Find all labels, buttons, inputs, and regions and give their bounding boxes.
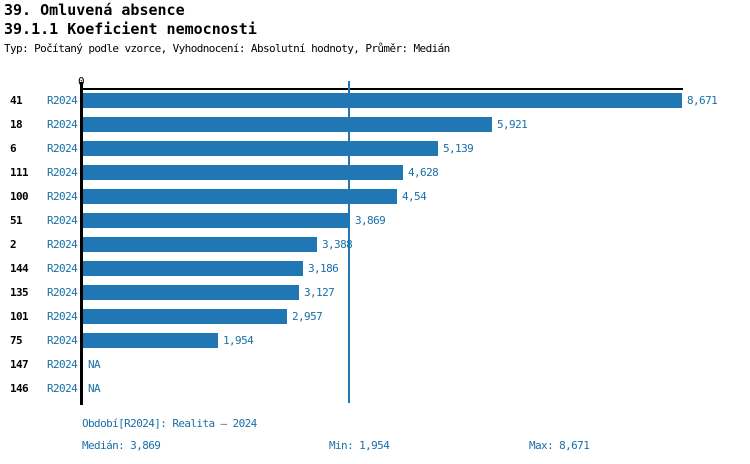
median-line [348, 81, 350, 403]
row-series-label: R2024 [47, 334, 78, 347]
value-na-label: NA [88, 358, 101, 371]
footer-min: Min: 1,954 [329, 439, 390, 452]
footer-period: Období[R2024]: Realita – 2024 [82, 417, 257, 430]
row-series-label: R2024 [47, 382, 78, 395]
row-category-label: 6 [10, 142, 17, 155]
row-series-label: R2024 [47, 214, 78, 227]
chart-row: 6 R2024 5,139 [0, 141, 750, 156]
row-category-label: 2 [10, 238, 17, 251]
value-label: 2,957 [292, 310, 323, 323]
value-label: 3,388 [322, 238, 353, 251]
chart-row: 101 R2024 2,957 [0, 309, 750, 324]
row-series-label: R2024 [47, 358, 78, 371]
chart-row: 147 R2024 NA [0, 357, 750, 372]
value-label: 5,921 [497, 118, 528, 131]
value-bar [83, 309, 287, 324]
value-bar [83, 285, 299, 300]
row-category-label: 100 [10, 190, 29, 203]
chart-row: 111 R2024 4,628 [0, 165, 750, 180]
chart-rows: 41 R2024 8,671 18 R2024 5,921 6 R2024 5,139 111 R2… [0, 93, 750, 405]
x-axis-line [80, 88, 683, 90]
row-series-label: R2024 [47, 142, 78, 155]
row-series-label: R2024 [47, 262, 78, 275]
value-label: 3,127 [304, 286, 335, 299]
value-bar [83, 213, 350, 228]
value-label: 5,139 [443, 142, 474, 155]
value-bar [83, 261, 303, 276]
value-bar [83, 141, 438, 156]
value-label: 3,186 [308, 262, 339, 275]
chart-row: 144 R2024 3,186 [0, 261, 750, 276]
x-axis-zero-label: 0 [74, 75, 88, 88]
row-category-label: 144 [10, 262, 29, 275]
value-label: 1,954 [223, 334, 254, 347]
chart-row: 41 R2024 8,671 [0, 93, 750, 108]
row-category-label: 135 [10, 286, 29, 299]
row-series-label: R2024 [47, 166, 78, 179]
chart-title: 39.1.1 Koeficient nemocnosti [4, 20, 257, 38]
chart-meta-info: Typ: Počítaný podle vzorce, Vyhodnocení:… [4, 42, 450, 55]
row-series-label: R2024 [47, 190, 78, 203]
row-category-label: 75 [10, 334, 23, 347]
value-bar [83, 93, 682, 108]
value-label: 3,869 [355, 214, 386, 227]
value-bar [83, 165, 403, 180]
footer-max: Max: 8,671 [529, 439, 590, 452]
chart-row: 51 R2024 3,869 [0, 213, 750, 228]
row-category-label: 111 [10, 166, 29, 179]
value-bar [83, 117, 492, 132]
y-axis-line [80, 82, 83, 405]
row-series-label: R2024 [47, 238, 78, 251]
footer-median: Medián: 3,869 [82, 439, 161, 452]
chart-row: 100 R2024 4,54 [0, 189, 750, 204]
value-label: 4,54 [402, 190, 427, 203]
value-bar [83, 237, 317, 252]
value-label: 8,671 [687, 94, 718, 107]
chart-row: 75 R2024 1,954 [0, 333, 750, 348]
value-bar [83, 189, 397, 204]
row-category-label: 51 [10, 214, 23, 227]
row-series-label: R2024 [47, 286, 78, 299]
chart-row: 146 R2024 NA [0, 381, 750, 396]
row-category-label: 101 [10, 310, 29, 323]
chart-row: 2 R2024 3,388 [0, 237, 750, 252]
value-bar [83, 333, 218, 348]
row-series-label: R2024 [47, 310, 78, 323]
chart-row: 135 R2024 3,127 [0, 285, 750, 300]
report-title: 39. Omluvená absence [4, 1, 185, 19]
value-na-label: NA [88, 382, 101, 395]
row-series-label: R2024 [47, 118, 78, 131]
row-series-label: R2024 [47, 94, 78, 107]
chart-row: 18 R2024 5,921 [0, 117, 750, 132]
value-label: 4,628 [408, 166, 439, 179]
row-category-label: 18 [10, 118, 23, 131]
row-category-label: 147 [10, 358, 29, 371]
row-category-label: 146 [10, 382, 29, 395]
row-category-label: 41 [10, 94, 23, 107]
